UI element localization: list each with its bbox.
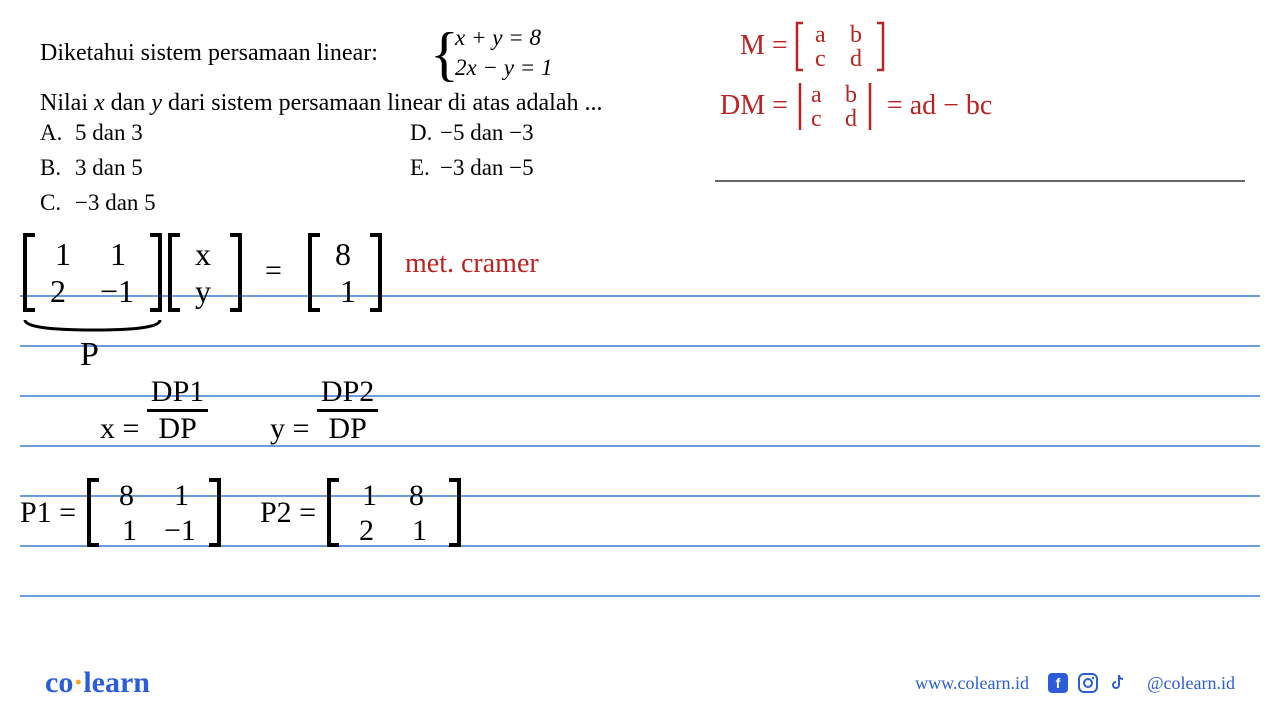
svg-text:P: P — [80, 336, 99, 370]
annotation-dm-def: DM = a b c d = ad − bc — [720, 80, 992, 135]
equation-2: 2x − y = 1 — [455, 55, 553, 81]
svg-text:c: c — [815, 46, 826, 72]
svg-text:b: b — [845, 82, 857, 108]
option-label-b: B. — [40, 155, 61, 181]
svg-text:8: 8 — [409, 479, 424, 512]
svg-text:2: 2 — [50, 273, 66, 309]
footer-url: www.colearn.id — [915, 673, 1029, 694]
hw-p1-matrix: P1 = 8 1 1 −1 — [20, 475, 234, 555]
logo-learn: learn — [83, 666, 150, 699]
svg-text:8: 8 — [335, 236, 351, 272]
tiktok-icon — [1107, 672, 1129, 694]
ruled-line — [20, 595, 1260, 597]
problem-intro: Diketahui sistem persamaan linear: — [40, 40, 378, 67]
svg-text:a: a — [815, 22, 826, 48]
ruled-line — [20, 345, 1260, 347]
determinant-icon: a b c d — [795, 80, 880, 135]
option-e: −3 dan −5 — [440, 155, 534, 181]
option-b: 3 dan 5 — [75, 155, 143, 181]
option-label-a: A. — [40, 120, 62, 146]
svg-text:1: 1 — [122, 514, 137, 547]
facebook-icon: f — [1047, 672, 1069, 694]
logo-dot-icon: · — [73, 666, 83, 699]
problem-question: Nilai x dan y dari sistem persamaan line… — [40, 90, 602, 117]
footer: co·learn www.colearn.id f @colearn.id — [0, 666, 1280, 700]
svg-text:y: y — [195, 273, 211, 309]
svg-text:c: c — [811, 106, 822, 132]
divider — [715, 180, 1245, 182]
svg-text:1: 1 — [340, 273, 356, 309]
svg-text:d: d — [845, 106, 857, 132]
social-icons: f — [1047, 672, 1129, 694]
bracket-icon: a b c d — [795, 20, 895, 75]
svg-text:−1: −1 — [164, 514, 196, 547]
svg-text:1: 1 — [362, 479, 377, 512]
svg-text:−1: −1 — [100, 273, 134, 309]
hw-p2-matrix: P2 = 1 8 2 1 — [260, 475, 474, 555]
option-a: 5 dan 3 — [75, 120, 143, 146]
footer-handle: @colearn.id — [1147, 673, 1235, 694]
svg-text:d: d — [850, 46, 862, 72]
option-label-d: D. — [410, 120, 432, 146]
annotation-m-def: M = a b c d — [740, 20, 895, 75]
option-d: −5 dan −3 — [440, 120, 534, 146]
option-c: −3 dan 5 — [75, 190, 156, 216]
hw-x-formula: x = DP1DP — [100, 375, 208, 446]
svg-text:8: 8 — [119, 479, 134, 512]
footer-right: www.colearn.id f @colearn.id — [915, 672, 1235, 694]
option-label-c: C. — [40, 190, 61, 216]
svg-text:2: 2 — [359, 514, 374, 547]
svg-text:b: b — [850, 22, 862, 48]
equation-1: x + y = 8 — [455, 25, 541, 51]
logo-co: co — [45, 666, 73, 699]
svg-text:=: = — [265, 254, 282, 287]
page-container: Diketahui sistem persamaan linear: { x +… — [0, 0, 1280, 720]
logo: co·learn — [45, 666, 150, 700]
svg-text:f: f — [1056, 675, 1061, 691]
svg-text:1: 1 — [55, 236, 71, 272]
hw-p-bracket: P — [20, 315, 170, 375]
svg-text:x: x — [195, 236, 211, 272]
hw-y-formula: y = DP2DP — [270, 375, 378, 446]
option-label-e: E. — [410, 155, 430, 181]
instagram-icon — [1077, 672, 1099, 694]
svg-text:1: 1 — [110, 236, 126, 272]
svg-text:1: 1 — [174, 479, 189, 512]
svg-text:a: a — [811, 82, 822, 108]
annotation-method: met. cramer — [405, 248, 539, 280]
svg-text:1: 1 — [412, 514, 427, 547]
